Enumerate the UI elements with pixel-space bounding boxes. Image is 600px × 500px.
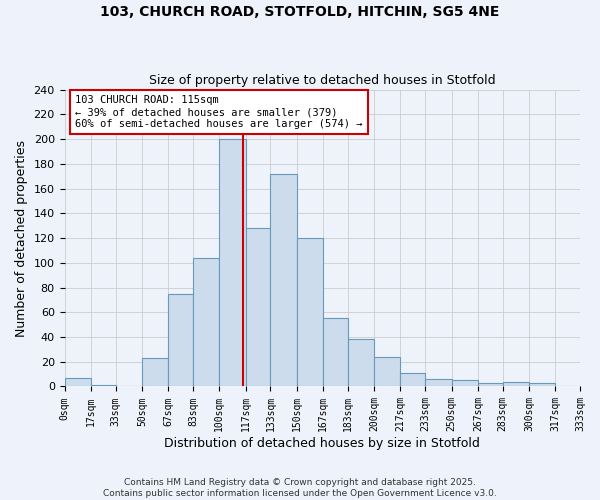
Bar [503, 382, 529, 386]
Bar [91, 385, 116, 386]
Bar [452, 380, 478, 386]
Bar [245, 228, 271, 386]
Bar [65, 378, 91, 386]
Bar [529, 383, 555, 386]
Bar [271, 174, 297, 386]
Bar [168, 294, 193, 386]
X-axis label: Distribution of detached houses by size in Stotfold: Distribution of detached houses by size … [164, 437, 480, 450]
Y-axis label: Number of detached properties: Number of detached properties [15, 140, 28, 336]
Text: 103 CHURCH ROAD: 115sqm
← 39% of detached houses are smaller (379)
60% of semi-d: 103 CHURCH ROAD: 115sqm ← 39% of detache… [75, 96, 362, 128]
Bar [142, 358, 168, 386]
Bar [478, 383, 503, 386]
Text: Contains HM Land Registry data © Crown copyright and database right 2025.
Contai: Contains HM Land Registry data © Crown c… [103, 478, 497, 498]
Bar [297, 238, 323, 386]
Bar [425, 379, 452, 386]
Bar [323, 318, 348, 386]
Bar [220, 139, 245, 386]
Title: Size of property relative to detached houses in Stotfold: Size of property relative to detached ho… [149, 74, 496, 87]
Bar [400, 373, 425, 386]
Bar [374, 357, 400, 386]
Bar [193, 258, 220, 386]
Text: 103, CHURCH ROAD, STOTFOLD, HITCHIN, SG5 4NE: 103, CHURCH ROAD, STOTFOLD, HITCHIN, SG5… [100, 5, 500, 19]
Bar [348, 340, 374, 386]
